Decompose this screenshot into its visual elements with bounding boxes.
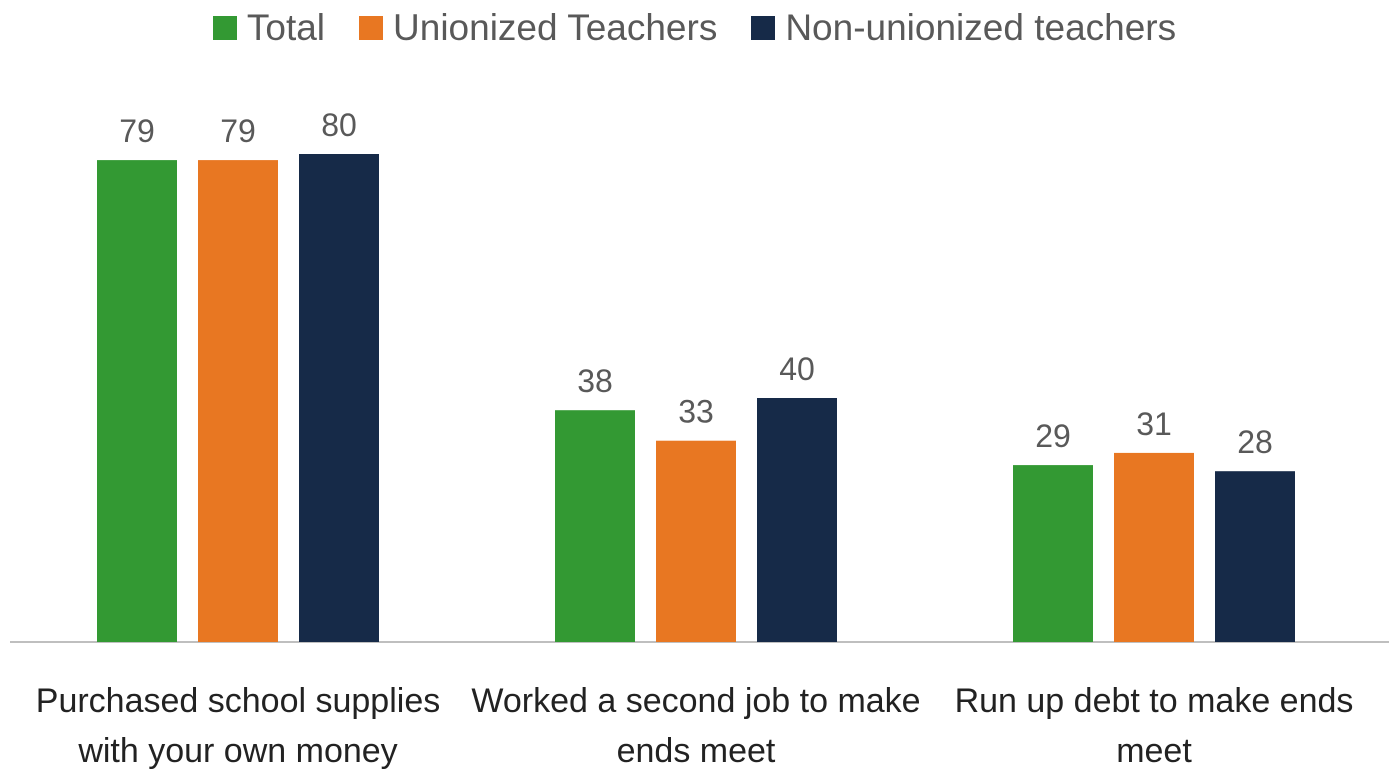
data-label: 38 bbox=[577, 363, 613, 399]
data-label: 29 bbox=[1035, 418, 1071, 454]
bar bbox=[656, 440, 736, 642]
legend-item: Total bbox=[212, 7, 326, 49]
legend-label: Unionized Teachers bbox=[393, 7, 718, 48]
bar bbox=[555, 410, 635, 642]
bar bbox=[1013, 465, 1093, 642]
data-label: 33 bbox=[678, 394, 714, 430]
bar bbox=[299, 154, 379, 642]
data-label: 79 bbox=[119, 113, 155, 149]
legend-label: Non-unionized teachers bbox=[785, 7, 1177, 48]
x-tick-label: Purchased school supplies with your own … bbox=[35, 682, 441, 770]
legend-item: Non-unionized teachers bbox=[751, 7, 1176, 49]
bar bbox=[1114, 452, 1194, 642]
data-label: 79 bbox=[220, 113, 256, 149]
bar bbox=[97, 160, 177, 642]
data-label: 80 bbox=[321, 107, 357, 143]
data-label: 40 bbox=[779, 351, 815, 387]
x-tick-label: Worked a second job to make ends meet bbox=[471, 682, 921, 770]
bar bbox=[1215, 471, 1295, 642]
legend-swatch bbox=[359, 16, 384, 40]
bar bbox=[198, 160, 278, 642]
legend: Total Unionized Teachers Non-unionized tea… bbox=[0, 0, 1389, 56]
bar bbox=[757, 398, 837, 642]
legend-item: Unionized Teachers bbox=[359, 7, 717, 49]
legend-swatch bbox=[212, 16, 237, 40]
data-label: 28 bbox=[1237, 424, 1273, 460]
legend-swatch bbox=[751, 16, 776, 40]
data-label: 31 bbox=[1136, 406, 1172, 442]
legend-label: Total bbox=[246, 7, 326, 48]
x-tick-label: Run up debt to make ends meet bbox=[954, 682, 1354, 770]
